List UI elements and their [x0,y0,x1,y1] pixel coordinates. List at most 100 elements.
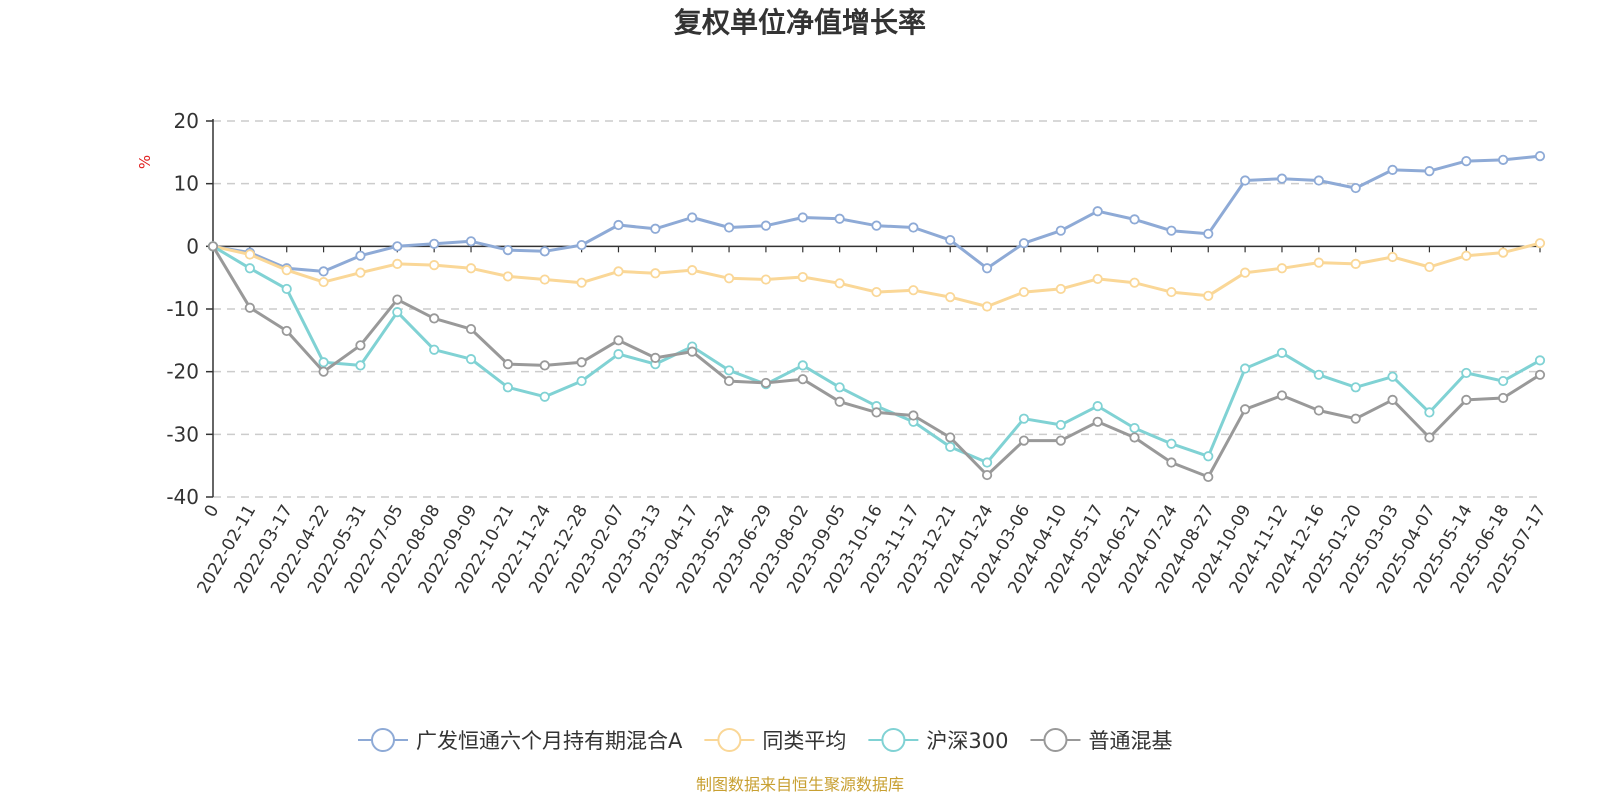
data-point [244,249,255,260]
x-tick-label: 0 [201,502,224,521]
data-point [1498,375,1509,387]
series-3 [207,241,1546,483]
data-point [1313,369,1324,380]
data-point [945,441,956,452]
data-point [613,266,624,277]
y-tick-label: 20 [174,109,199,133]
data-point [1166,438,1177,449]
data-point [1313,405,1324,416]
data-point [1166,225,1177,236]
data-point [1498,247,1509,258]
series-1 [207,238,1546,312]
data-point [1276,173,1288,184]
data-point [576,239,587,251]
data-point [1055,283,1066,295]
data-point [429,260,440,271]
data-point [797,360,808,371]
data-point [723,365,735,376]
data-point [945,291,956,303]
data-point [318,276,329,288]
data-point [687,346,698,357]
chart-title: 复权单位净值增长率 [674,6,926,38]
data-point [539,360,550,371]
data-point [613,219,624,231]
data-point [1461,394,1472,405]
data-point [318,366,329,377]
data-point [355,340,366,351]
grid-lines [213,120,1540,498]
data-point [760,220,772,231]
series-0 [207,150,1546,277]
data-point [392,294,403,305]
data-point [539,391,550,402]
data-point [723,222,735,233]
legend-label: 同类平均 [762,729,846,753]
data-point [1203,228,1214,239]
data-point [613,349,624,360]
data-point [502,244,513,256]
data-point [1055,225,1066,236]
data-point [723,273,735,284]
data-point [797,374,808,385]
y-tick-label: -30 [166,422,199,446]
data-point [1240,267,1251,278]
data-point [502,382,513,393]
data-point [429,313,440,324]
data-point [465,323,477,335]
data-point [1313,257,1324,268]
data-point [1387,371,1398,382]
data-point [687,212,698,223]
data-point [207,241,219,252]
data-point [244,263,255,274]
data-point [1534,150,1546,162]
data-point [834,396,845,407]
data-point [945,234,956,246]
data-point [1461,250,1472,261]
data-point [1534,238,1546,249]
y-tick-label: -10 [166,297,199,321]
y-tick-label: -20 [166,360,199,384]
data-point [1498,392,1509,404]
data-point [834,382,845,393]
data-point [1240,363,1251,374]
legend-marker [881,728,906,752]
legend-label: 广发恒通六个月持有期混合A [416,729,683,753]
data-point [355,267,366,278]
data-point [392,307,403,318]
data-point [687,265,698,276]
data-point [1203,471,1214,483]
data-point [1350,258,1361,269]
data-point [834,213,845,224]
data-point [1055,435,1066,446]
data-point [539,246,550,257]
data-point [465,236,477,247]
data-point [797,212,808,223]
data-point [244,302,255,313]
data-point [871,286,882,298]
data-point [1424,261,1435,273]
data-point [1276,347,1288,358]
data-point [1129,277,1140,288]
data-point [908,285,919,296]
data-point [318,266,329,277]
legend[interactable]: 广发恒通六个月持有期混合A 同类平均 沪深300 普通混基 [358,728,1172,753]
data-point [908,410,919,421]
data-point [1387,164,1398,175]
legend-item[interactable]: 同类平均 [704,728,846,753]
data-point [760,274,772,285]
legend-item[interactable]: 普通混基 [1030,728,1172,753]
data-point [981,301,993,312]
y-axis-label: % [136,155,154,169]
data-point [613,335,624,346]
data-point [1092,206,1103,217]
data-point [1166,286,1177,298]
data-point [392,258,403,269]
data-point [1018,286,1030,298]
data-point [1129,422,1140,434]
legend-item[interactable]: 广发恒通六个月持有期混合A [358,728,683,753]
legend-item[interactable]: 沪深300 [868,728,1008,753]
data-point [465,263,477,274]
data-point [1534,369,1546,380]
data-point [797,271,808,283]
